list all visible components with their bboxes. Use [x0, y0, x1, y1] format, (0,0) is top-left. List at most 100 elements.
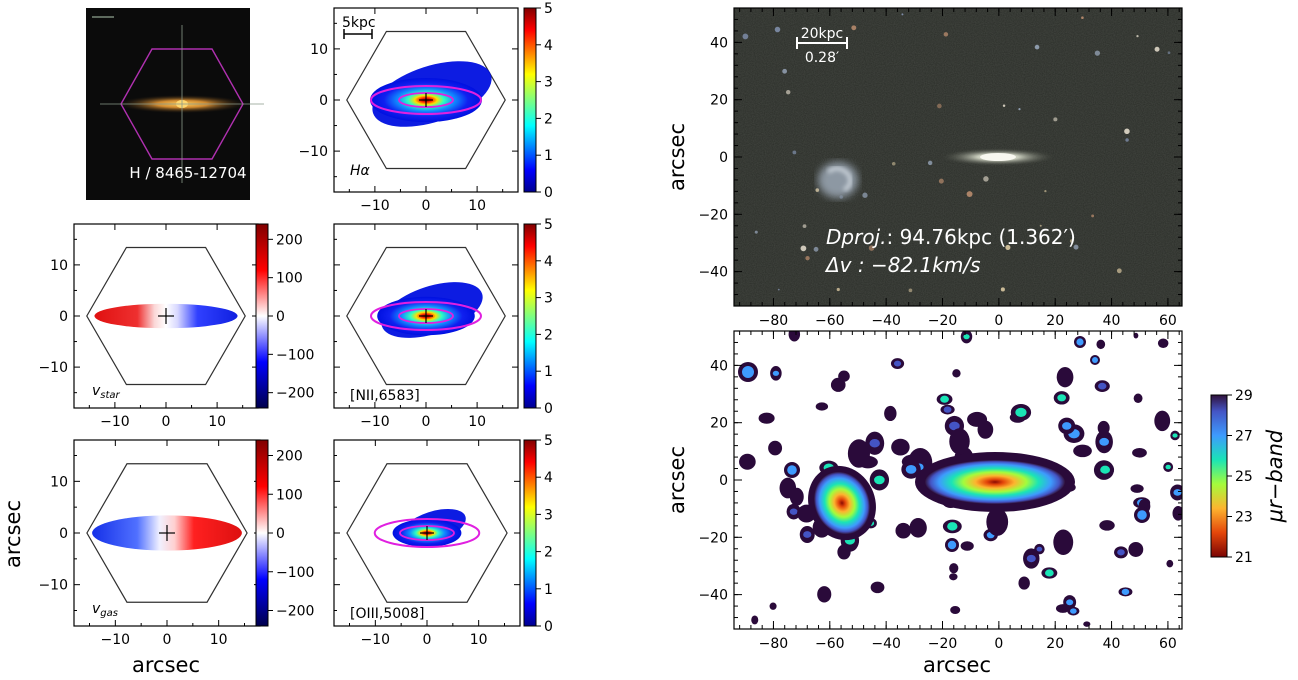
isophote-core: [1100, 465, 1111, 474]
colorbar-tick-label: 27: [1235, 429, 1253, 445]
xtick-label: 10: [470, 632, 488, 648]
scalebar-5kpc-label: 5kpc: [342, 15, 376, 31]
isophote-patch: [960, 541, 974, 551]
ifu-hexagon: [86, 463, 248, 603]
isophote-core: [803, 531, 812, 538]
isophote-core: [1172, 433, 1178, 438]
background-star: [901, 13, 904, 16]
mu-colorbar: 21 23 25 27 29: [1210, 388, 1253, 566]
isophote-core: [1098, 382, 1107, 390]
colorbar-tick-label: 29: [1235, 388, 1253, 404]
ytick-label: 0: [719, 150, 728, 166]
ytick-label: 0: [59, 309, 68, 325]
ifu-hexagon: [346, 463, 508, 603]
source-core: [742, 366, 754, 378]
isophote-patch: [1128, 541, 1144, 557]
background-star: [792, 150, 797, 155]
colorbar-tick-label: 0: [544, 619, 553, 635]
isophote-core: [869, 439, 880, 448]
isophote-patch: [779, 477, 797, 499]
background-star: [1053, 117, 1058, 122]
isophote-core: [1121, 588, 1130, 595]
colorbar-tick-label: 0: [276, 309, 285, 325]
colorbar-tick-label: 4: [544, 38, 553, 54]
ytick-label: −40: [698, 265, 728, 281]
colorbar-tick-label: 25: [1235, 469, 1253, 485]
colorbar-tick-label: 200: [276, 232, 303, 248]
background-star: [800, 245, 807, 252]
colorbar-tick-label: 0: [544, 185, 553, 201]
panel-annotation: [OIII,5008]: [350, 606, 424, 622]
background-star: [1044, 189, 1047, 193]
xtick-label: −60: [815, 313, 845, 329]
colorbar-tick-label: 1: [544, 582, 553, 598]
isophote-core: [1099, 437, 1109, 446]
xtick-label: 0: [422, 198, 431, 214]
isophote-patch: [1133, 332, 1139, 339]
background-star: [1069, 239, 1074, 243]
panel-1: −10 0 10 −10 0 10 Hα 5kpc 0 1 2 3 4 5: [298, 1, 553, 214]
isophote-patch: [1053, 529, 1074, 556]
ellipse-outer: [370, 85, 482, 115]
isophote-core: [1070, 608, 1077, 614]
background-star: [1124, 128, 1130, 135]
isophote-patch: [870, 581, 885, 594]
isophote-patch: [768, 440, 783, 456]
colorbar-tick-label: −100: [276, 565, 314, 581]
isophote-core: [1045, 569, 1054, 577]
source-core: [1137, 510, 1147, 520]
isophote-patch: [1096, 339, 1106, 350]
isophote-patch: [815, 402, 829, 411]
source-core: [1076, 338, 1084, 346]
source-core: [947, 540, 957, 550]
xtick-label: 60: [1159, 636, 1177, 652]
xtick-label: −40: [871, 636, 901, 652]
colorbar-tick-label: 3: [544, 291, 553, 307]
isophote-patch: [1132, 447, 1147, 458]
isophote-patch: [949, 428, 970, 455]
xtick-label: 40: [1103, 636, 1121, 652]
ytick-label: 20: [710, 416, 728, 432]
source-core: [1092, 357, 1098, 363]
colorbar: [255, 223, 269, 409]
source-core: [787, 465, 797, 475]
surface-brightness-map: [734, 331, 1182, 629]
xtick-label: 0: [163, 632, 172, 648]
background-star: [1000, 287, 1005, 292]
isophote-core: [893, 360, 902, 367]
background-star: [966, 191, 973, 198]
background-star: [782, 68, 788, 74]
colorbar-tick-label: 200: [276, 449, 303, 465]
isophote-patch: [739, 453, 756, 470]
isophote-patch: [950, 605, 961, 615]
xtick-label: 20: [1046, 636, 1064, 652]
scalebar-kpc-label: 20kpc: [801, 26, 844, 42]
background-star: [1125, 138, 1129, 142]
xtick-label: 10: [208, 414, 226, 430]
isophote-core: [943, 406, 952, 413]
isophote-core: [1117, 549, 1125, 556]
background-star: [774, 26, 781, 33]
ytick-label: −10: [38, 360, 68, 376]
main-galaxy-isophotes: [915, 452, 1075, 512]
sdss-label: H / 8465-12704: [129, 164, 246, 182]
background-star: [1039, 224, 1042, 227]
colorbar-tick-label: 100: [276, 271, 303, 287]
colorbar-tick-label: 21: [1235, 550, 1253, 566]
background-star: [805, 255, 810, 261]
isophote-patch: [1055, 604, 1070, 613]
colorbar-tick-label: 3: [544, 507, 553, 523]
right-xlabel: arcsec: [923, 653, 991, 677]
xtick-label: 0: [994, 313, 1003, 329]
colorbar-tick-label: −100: [276, 347, 314, 363]
xtick-label: −20: [928, 313, 958, 329]
xtick-label: 10: [468, 198, 486, 214]
background-star: [1005, 244, 1011, 251]
background-star: [813, 246, 819, 252]
isophote-core: [905, 465, 917, 474]
isophote-patch: [1099, 520, 1115, 531]
isophote-core: [1062, 422, 1072, 430]
